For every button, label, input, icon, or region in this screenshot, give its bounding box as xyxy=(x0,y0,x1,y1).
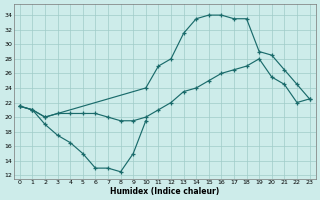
X-axis label: Humidex (Indice chaleur): Humidex (Indice chaleur) xyxy=(110,187,219,196)
